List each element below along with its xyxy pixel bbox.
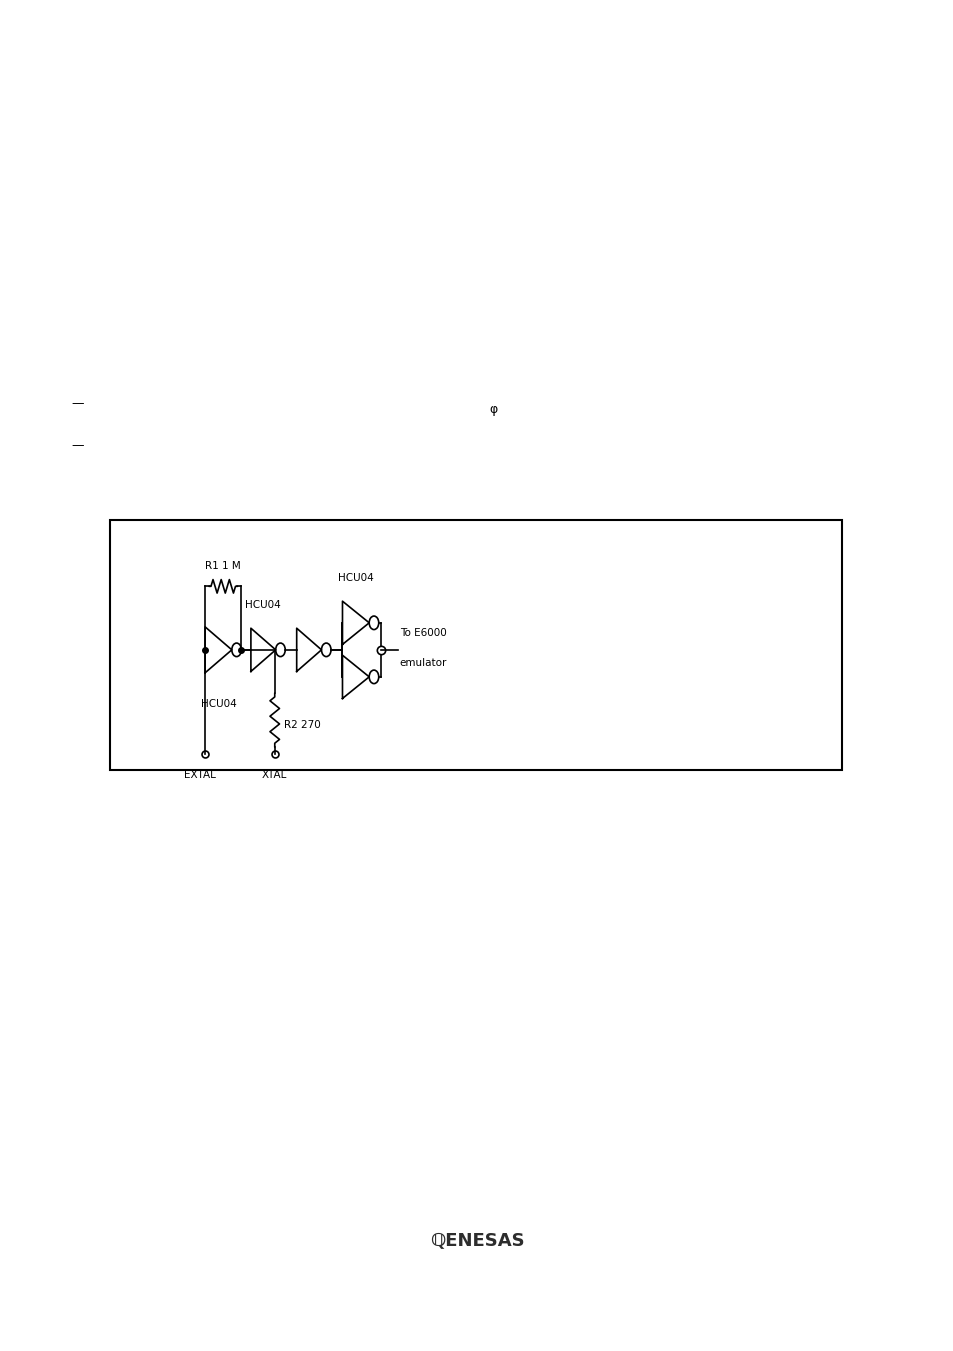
- Text: emulator: emulator: [399, 658, 447, 667]
- Text: To E6000: To E6000: [399, 628, 446, 638]
- Text: —: —: [71, 439, 84, 451]
- Text: XTAL: XTAL: [262, 770, 287, 780]
- FancyBboxPatch shape: [110, 520, 841, 770]
- Text: —: —: [71, 397, 84, 409]
- Text: HCU04: HCU04: [245, 600, 281, 609]
- Text: EXTAL: EXTAL: [184, 770, 216, 780]
- Text: R1 1 M: R1 1 M: [205, 561, 240, 570]
- Text: ℚENESAS: ℚENESAS: [429, 1231, 524, 1250]
- Text: HCU04: HCU04: [337, 573, 374, 582]
- Text: R2 270: R2 270: [284, 720, 321, 730]
- Text: HCU04: HCU04: [200, 698, 236, 708]
- Text: φ: φ: [489, 404, 497, 416]
